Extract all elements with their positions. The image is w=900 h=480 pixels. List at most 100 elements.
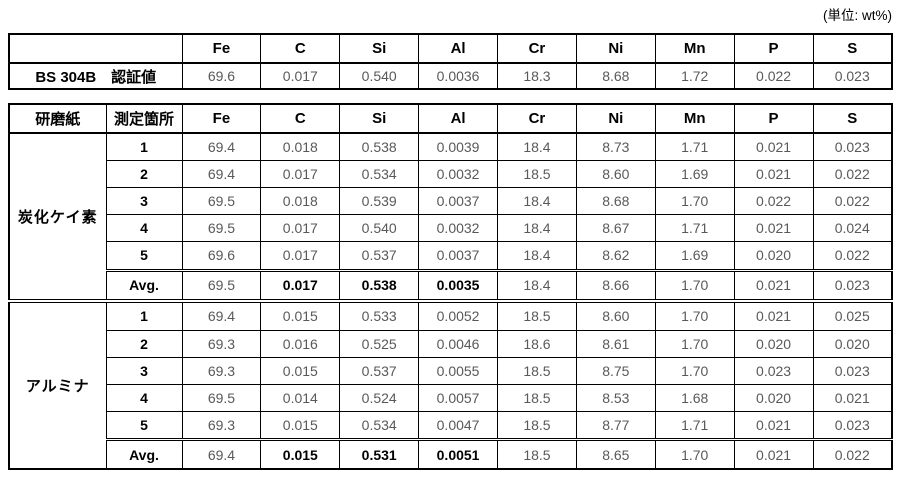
reference-value-ni: 8.68: [575, 62, 656, 90]
location-label: 2: [105, 329, 183, 358]
value-al: 0.0055: [418, 356, 498, 385]
measurement-row: 2 69.3 0.016 0.525 0.0046 18.6 8.61 1.70 0.020 0.…: [9, 329, 893, 358]
value-si: 0.534: [339, 160, 420, 189]
element-header-p: P: [733, 33, 814, 64]
value-si: 0.525: [339, 329, 420, 358]
element-header-mn: Mn: [654, 33, 735, 64]
element-header-p: P: [733, 103, 814, 134]
reference-value-mn: 1.72: [654, 62, 735, 90]
value-p: 0.020: [733, 241, 814, 271]
reference-value-s: 0.023: [812, 62, 893, 90]
paper-column-header: 研磨紙: [8, 103, 107, 134]
value-ni: 8.68: [575, 187, 656, 216]
value-mn: 1.69: [654, 160, 735, 189]
element-header-ni: Ni: [575, 103, 656, 134]
value-si: 0.538: [339, 132, 420, 162]
value-al: 0.0052: [418, 298, 498, 331]
value-ni: 8.66: [575, 268, 656, 302]
location-label: 5: [105, 241, 183, 271]
value-c: 0.015: [260, 438, 341, 470]
value-mn: 1.70: [654, 329, 735, 358]
reference-header-row: Fe C Si Al Cr Ni Mn P S: [8, 33, 893, 64]
measurement-row: アルミナ 1 69.4 0.015 0.533 0.0052 18.5 8.60 1.70 0.0…: [8, 298, 893, 470]
value-s: 0.022: [812, 160, 893, 189]
location-label: 5: [105, 410, 183, 441]
value-s: 0.023: [812, 356, 893, 385]
element-header-ni: Ni: [575, 33, 656, 64]
location-label: 1: [105, 132, 183, 162]
value-p: 0.021: [733, 132, 814, 162]
value-p: 0.021: [733, 214, 814, 243]
value-fe: 69.4: [181, 298, 262, 331]
element-header-si: Si: [339, 103, 420, 134]
reference-value-al: 0.0036: [418, 62, 498, 90]
value-fe: 69.4: [181, 160, 262, 189]
value-fe: 69.3: [181, 410, 262, 441]
value-mn: 1.71: [654, 132, 735, 162]
element-header-fe: Fe: [181, 33, 262, 64]
element-header-fe: Fe: [181, 103, 262, 134]
element-header-cr: Cr: [497, 103, 577, 134]
value-fe: 69.5: [181, 268, 262, 302]
element-header-c: C: [260, 33, 341, 64]
reference-value-table: Fe C Si Al Cr Ni Mn P S BS 304B 認証値 69.6 0.017 0.54…: [8, 33, 893, 90]
reference-value-si: 0.540: [339, 62, 420, 90]
measurement-row: 5 69.6 0.017 0.537 0.0037 18.4 8.62 1.69 0.020 0.…: [9, 241, 893, 271]
reference-value-p: 0.022: [733, 62, 814, 90]
paper-label-0: 炭化ケイ素: [8, 132, 107, 302]
value-c: 0.018: [260, 132, 341, 162]
value-s: 0.025: [812, 298, 893, 331]
value-al: 0.0047: [418, 410, 498, 441]
unit-label: (単位: wt%): [823, 8, 892, 23]
value-p: 0.023: [733, 356, 814, 385]
value-mn: 1.70: [654, 438, 735, 470]
value-c: 0.015: [260, 298, 341, 331]
value-fe: 69.3: [181, 329, 262, 358]
element-header-si: Si: [339, 33, 420, 64]
corner-empty-cell: [8, 33, 183, 64]
location-label: 4: [105, 383, 183, 412]
value-ni: 8.60: [575, 298, 656, 331]
value-p: 0.022: [733, 187, 814, 216]
value-mn: 1.70: [654, 268, 735, 302]
value-ni: 8.75: [575, 356, 656, 385]
value-mn: 1.70: [654, 187, 735, 216]
value-c: 0.015: [260, 410, 341, 441]
value-al: 0.0032: [418, 214, 498, 243]
measurement-row: 3 69.5 0.018 0.539 0.0037 18.4 8.68 1.70 0.022 0.…: [9, 187, 893, 216]
value-s: 0.023: [812, 132, 893, 162]
value-s: 0.024: [812, 214, 893, 243]
reference-value-c: 0.017: [260, 62, 341, 90]
location-label: 4: [105, 214, 183, 243]
value-ni: 8.73: [575, 132, 656, 162]
value-si: 0.534: [339, 410, 420, 441]
location-label: 3: [105, 356, 183, 385]
value-ni: 8.67: [575, 214, 656, 243]
value-c: 0.015: [260, 356, 341, 385]
value-c: 0.017: [260, 160, 341, 189]
value-fe: 69.5: [181, 214, 262, 243]
value-cr: 18.5: [497, 160, 577, 189]
value-mn: 1.70: [654, 356, 735, 385]
value-s: 0.021: [812, 383, 893, 412]
value-cr: 18.5: [497, 383, 577, 412]
value-p: 0.021: [733, 160, 814, 189]
value-c: 0.017: [260, 241, 341, 271]
location-label: 2: [105, 160, 183, 189]
value-si: 0.531: [339, 438, 420, 470]
value-si: 0.537: [339, 241, 420, 271]
element-header-al: Al: [418, 103, 498, 134]
value-si: 0.539: [339, 187, 420, 216]
value-al: 0.0039: [418, 132, 498, 162]
measurement-row: 2 69.4 0.017 0.534 0.0032 18.5 8.60 1.69 0.021 0.…: [9, 160, 893, 189]
value-mn: 1.71: [654, 214, 735, 243]
value-p: 0.020: [733, 329, 814, 358]
value-s: 0.022: [812, 241, 893, 271]
value-ni: 8.77: [575, 410, 656, 441]
value-ni: 8.61: [575, 329, 656, 358]
value-fe: 69.4: [181, 132, 262, 162]
location-label: Avg.: [105, 438, 183, 470]
value-al: 0.0057: [418, 383, 498, 412]
location-column-header: 測定箇所: [105, 103, 183, 134]
value-al: 0.0046: [418, 329, 498, 358]
